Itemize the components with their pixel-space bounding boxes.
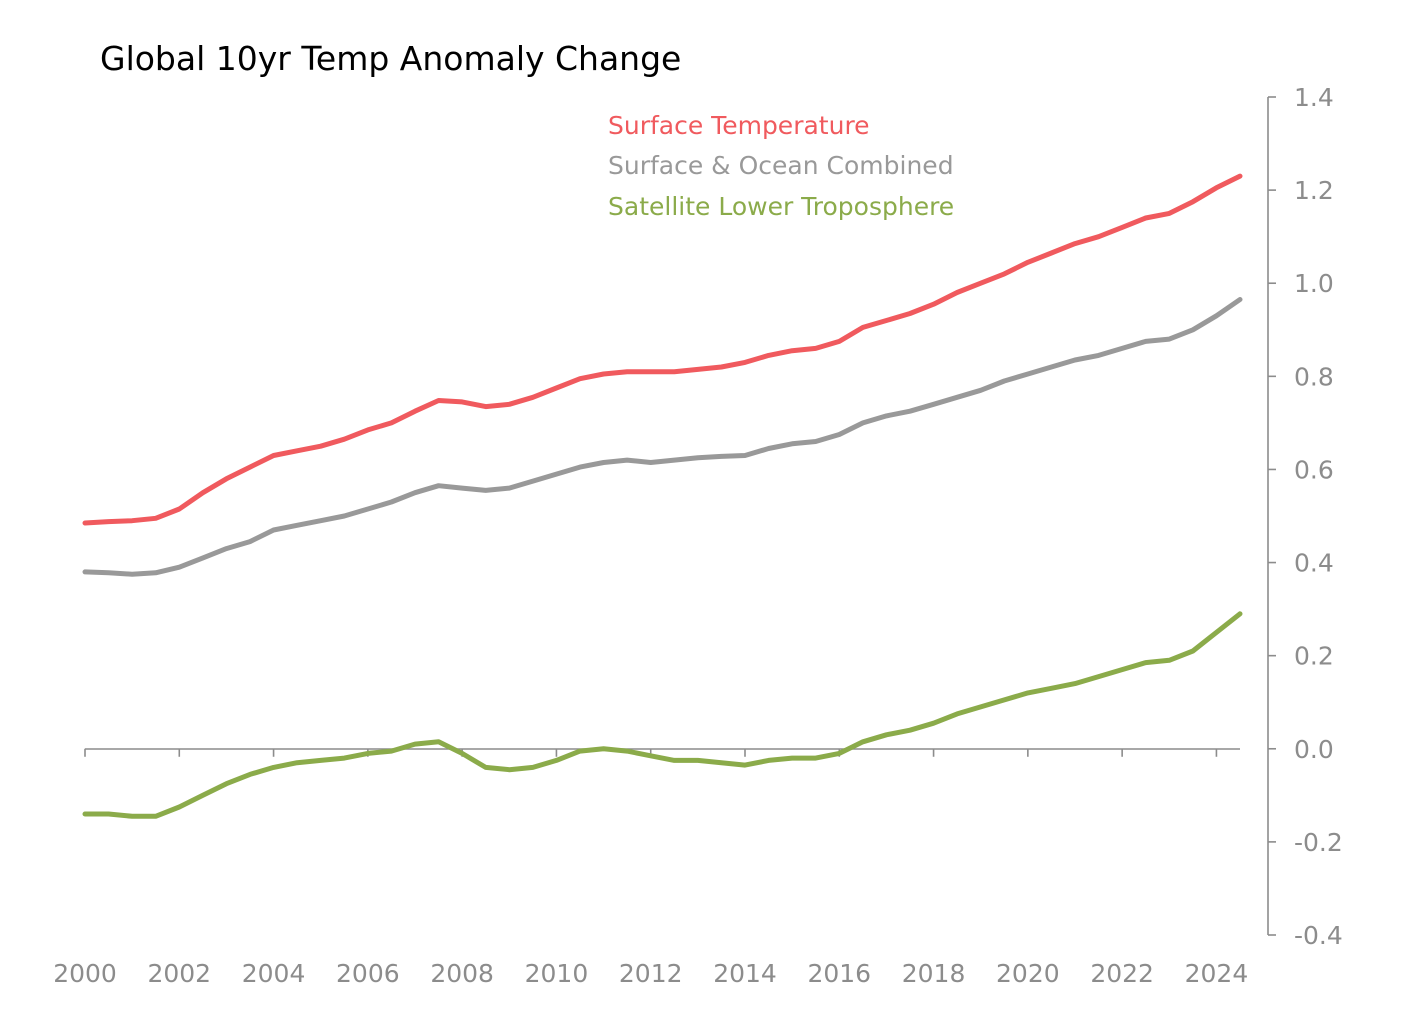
- series-line-2: [82, 297, 1243, 577]
- y-tick-label: 1.0: [1294, 269, 1334, 298]
- y-tick-label: 1.4: [1294, 83, 1334, 112]
- x-tick-label: 2018: [902, 959, 966, 988]
- chart-title: Global 10yr Temp Anomaly Change: [100, 39, 681, 78]
- series-line-3: [82, 611, 1243, 819]
- x-tick-label: 2024: [1185, 959, 1249, 988]
- x-tick-label: 2004: [242, 959, 306, 988]
- legend-item-1: Surface Temperature: [608, 111, 870, 140]
- legend-item-3: Satellite Lower Troposphere: [608, 192, 954, 221]
- x-tick-label: 2000: [53, 959, 117, 988]
- y-tick-label: 0.0: [1294, 735, 1334, 764]
- x-tick-label: 2008: [430, 959, 494, 988]
- y-tick-label: 0.2: [1294, 642, 1334, 671]
- y-tick-label: 0.8: [1294, 362, 1334, 391]
- x-tick-label: 2022: [1090, 959, 1154, 988]
- y-tick-label: -0.4: [1294, 921, 1343, 950]
- x-axis-ticks: 2000 2002 2004 2006 2008 2010 2012 2014 2016 2018…: [53, 748, 1249, 988]
- legend-item-2: Surface & Ocean Combined: [608, 151, 954, 180]
- y-tick-label: 1.2: [1294, 176, 1334, 205]
- y-axis-ticks: 1.4 1.2 1.0 0.8 0.6 0.4 0.2 0.0 -0.2 -0.4: [1268, 83, 1343, 950]
- x-tick-label: 2012: [619, 959, 683, 988]
- legend: Surface Temperature Surface & Ocean Combi…: [608, 111, 954, 221]
- x-tick-label: 2002: [147, 959, 211, 988]
- x-tick-label: 2020: [996, 959, 1060, 988]
- y-tick-label: 0.6: [1294, 455, 1334, 484]
- x-tick-label: 2010: [525, 959, 589, 988]
- y-tick-label: 0.4: [1294, 549, 1334, 578]
- x-tick-label: 2014: [713, 959, 777, 988]
- y-tick-label: -0.2: [1294, 828, 1343, 857]
- x-tick-label: 2016: [807, 959, 871, 988]
- x-tick-label: 2006: [336, 959, 400, 988]
- series-line-1: [82, 173, 1243, 526]
- series-lines: [82, 173, 1243, 819]
